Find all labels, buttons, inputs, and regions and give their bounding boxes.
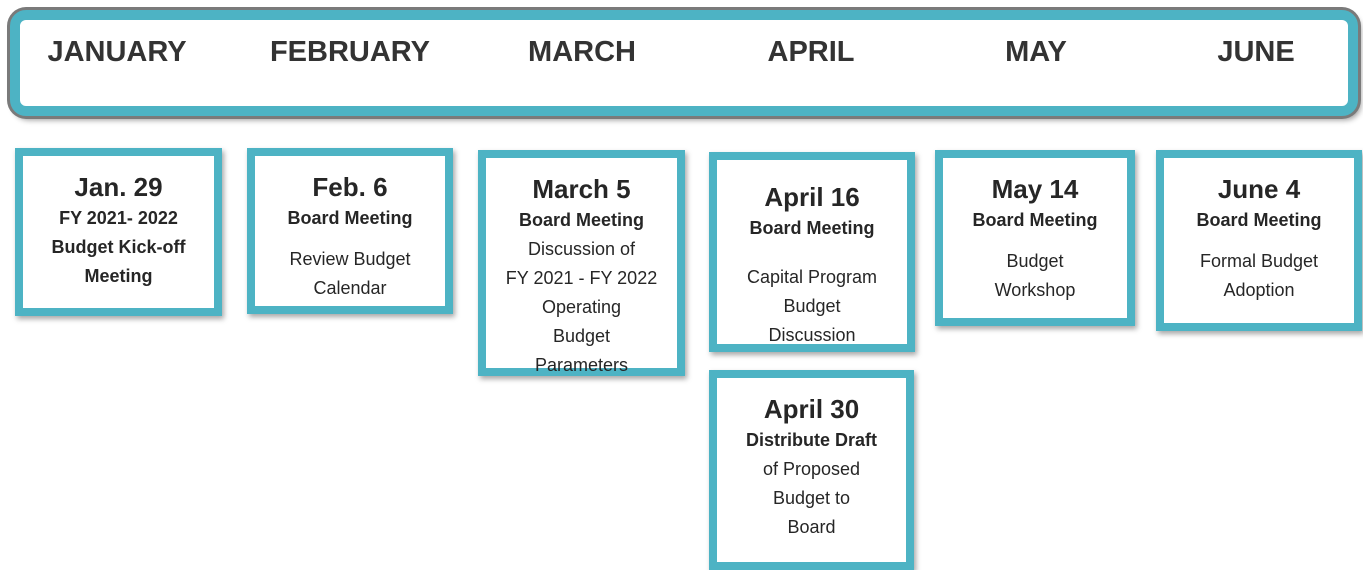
event-heading: Board Meeting xyxy=(972,210,1098,230)
month-label: FEBRUARY xyxy=(269,36,431,68)
event-body: Discussion of xyxy=(527,239,636,259)
event-card: June 4 Board Meeting Formal Budget Adoption xyxy=(1156,150,1362,331)
event-body: Adoption xyxy=(1223,280,1295,300)
event-body: Capital Program xyxy=(746,267,878,287)
event-body: Calendar xyxy=(313,278,387,298)
month-label: MARCH xyxy=(528,36,636,68)
event-date: April 30 xyxy=(763,394,860,424)
event-body: Budget xyxy=(783,296,841,316)
event-heading: Board Meeting xyxy=(518,210,644,230)
event-date: Feb. 6 xyxy=(312,172,388,202)
event-date: May 14 xyxy=(991,174,1079,204)
event-card: April 30 Distribute Draft of Proposed Budge… xyxy=(709,370,914,570)
event-body: Review Budget xyxy=(289,249,411,269)
event-date: Jan. 29 xyxy=(74,172,163,202)
event-body: Budget to xyxy=(772,488,851,508)
event-card: Feb. 6 Board Meeting Review Budget Calendar xyxy=(247,148,453,314)
event-heading: FY 2021- 2022 xyxy=(59,208,178,228)
event-heading: Distribute Draft xyxy=(745,430,877,450)
event-body: of Proposed xyxy=(762,459,861,479)
event-body: FY 2021 - FY 2022 xyxy=(505,268,658,288)
event-heading: Board Meeting xyxy=(749,218,875,238)
month-label: MAY xyxy=(1005,36,1067,68)
event-body: Discussion xyxy=(768,325,856,345)
event-body: Budget xyxy=(1006,251,1064,271)
month-label: JANUARY xyxy=(47,36,187,68)
event-heading: Board Meeting xyxy=(287,208,413,228)
event-body: Operating xyxy=(541,297,622,317)
event-body: Workshop xyxy=(994,280,1076,300)
event-body: Formal Budget xyxy=(1199,251,1319,271)
event-card: Jan. 29 FY 2021- 2022 Budget Kick-off Meeti… xyxy=(15,148,222,316)
event-body: Budget xyxy=(552,326,611,346)
event-body: Board xyxy=(787,517,836,537)
month-label: JUNE xyxy=(1217,36,1295,68)
event-card: May 14 Board Meeting Budget Workshop xyxy=(935,150,1135,326)
month-label: APRIL xyxy=(767,36,855,68)
event-date: June 4 xyxy=(1217,174,1301,204)
event-date: April 16 xyxy=(764,182,860,212)
event-card: April 16 Board Meeting Capital Program Budg… xyxy=(709,152,915,352)
event-heading: Board Meeting xyxy=(1196,210,1322,230)
event-body: Parameters xyxy=(534,355,629,375)
event-heading: Meeting xyxy=(84,266,153,286)
event-heading: Budget Kick-off xyxy=(51,237,186,257)
event-card: March 5 Board Meeting Discussion of FY 2021… xyxy=(478,150,685,376)
month-banner xyxy=(10,10,1358,116)
event-date: March 5 xyxy=(532,174,631,204)
